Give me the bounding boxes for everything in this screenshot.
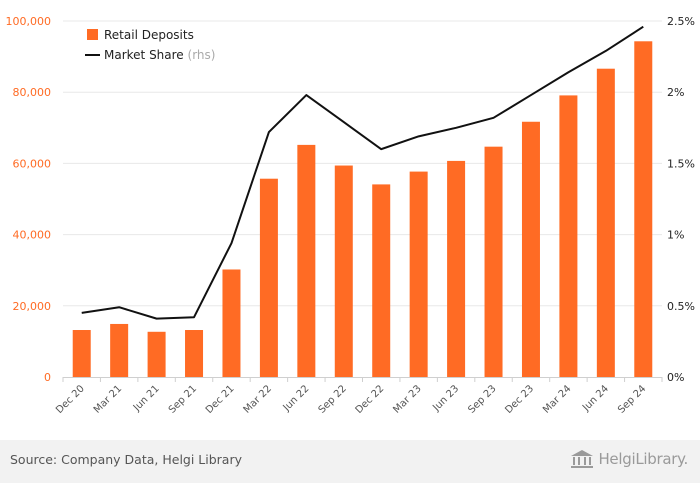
y-right-tick-label: 0% [667,371,684,384]
line-series [81,25,644,320]
x-tick-label: Sep 23 [466,383,498,415]
y-left-tick-label: 20,000 [13,300,52,313]
x-tick-label: Dec 21 [204,383,237,416]
x-tick-label: Jun 21 [131,383,162,414]
legend: Retail Deposits Market Share (rhs) [85,28,215,62]
legend-label-retail-deposits: Retail Deposits [104,28,194,42]
bar [634,41,653,378]
x-tick-label: Jun 22 [281,383,312,414]
bar [185,330,204,377]
bar [222,269,241,377]
bar [372,184,391,377]
x-tick-label: Sep 22 [317,383,349,415]
library-building-icon [571,450,594,468]
x-tick-label: Sep 24 [616,383,648,415]
y-right-tick-label: 1% [667,229,684,242]
market-share-line [81,25,644,320]
bar [409,171,428,377]
bar [447,160,466,377]
bar [147,331,166,377]
y-right-tick-label: 2.5% [667,15,695,28]
legend-label-market-share-suffix: (rhs) [188,48,216,62]
bar-series [72,41,653,378]
x-tick-label: Dec 20 [54,383,87,416]
bar [72,330,91,377]
bar [559,95,578,378]
logo-text: HelgiLibrary. [598,450,688,468]
x-tick-label: Jun 23 [430,383,461,414]
y-right-tick-label: 2% [667,86,684,99]
y-left-tick-label: 60,000 [13,157,52,170]
y-left-tick-label: 80,000 [13,86,52,99]
helgi-library-logo: HelgiLibrary. [570,449,688,469]
bar [521,121,540,377]
y-left-tick-label: 0 [44,371,51,384]
legend-label-market-share: Market Share (rhs) [104,48,215,62]
x-tick-label: Mar 23 [391,383,423,415]
bar [484,146,503,377]
bar [259,178,278,377]
source-note: Source: Company Data, Helgi Library [10,452,243,467]
y-right-tick-label: 1.5% [667,157,695,170]
x-tick-label: Mar 24 [541,383,573,415]
bar [334,165,353,377]
y-right-tick-label: 0.5% [667,300,695,313]
x-tick-label: Dec 23 [503,383,536,416]
legend-label-market-share-name: Market Share [104,48,184,62]
x-tick-label: Mar 22 [242,383,274,415]
legend-swatch-retail-deposits [87,29,98,40]
bar [596,68,615,377]
y-left-tick-label: 100,000 [6,15,52,28]
footer: Source: Company Data, Helgi Library Helg… [0,440,700,483]
bar [110,323,129,377]
x-tick-label: Sep 21 [167,383,199,415]
bar [297,144,316,377]
chart: 0 20,000 40,000 60,000 80,000 100,000 0% 0.5% 1%… [6,15,695,416]
y-left-tick-label: 40,000 [13,229,52,242]
x-tick-label: Jun 24 [580,383,611,414]
x-tick-label: Mar 21 [92,383,124,415]
x-tick-label: Dec 22 [354,383,387,416]
